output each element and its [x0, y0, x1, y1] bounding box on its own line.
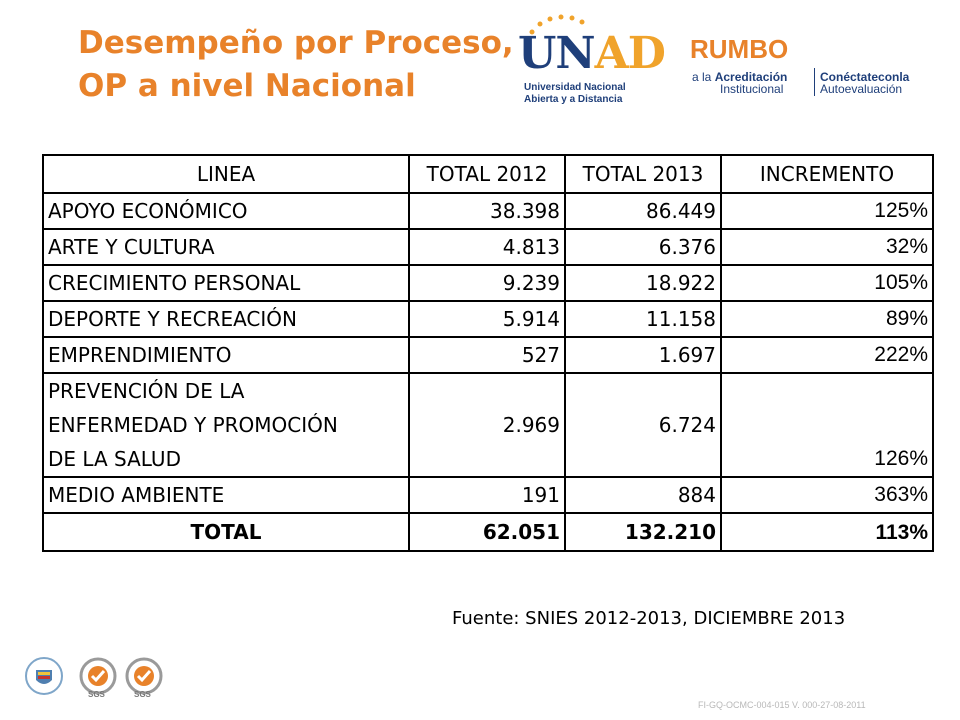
- sgs-label-2: SGS: [134, 690, 151, 699]
- cell-total-2012: 527: [408, 336, 566, 374]
- cell-total-2013: 884: [564, 476, 722, 514]
- cell-total-2013: 6.724: [564, 372, 722, 478]
- rumbo-logo: RUMBO a la Acreditación Institucional Co…: [690, 30, 930, 100]
- cell-incremento: 125%: [720, 192, 934, 230]
- rumbo-separator: [814, 68, 815, 96]
- cell-linea-line-3: DE LA SALUD: [48, 447, 181, 471]
- header-linea: LINEA: [42, 154, 410, 194]
- rumbo-wordmark: RUMBO: [690, 34, 789, 64]
- cell-incremento: 89%: [720, 300, 934, 338]
- table-row: PREVENCIÓN DE LA ENFERMEDAD Y PROMOCIÓN …: [42, 372, 934, 478]
- unad-wordmark: UNAD: [518, 28, 666, 79]
- document-code: FI-GQ-OCMC-004-015 V. 000-27-08-2011: [698, 700, 866, 710]
- cell-linea: MEDIO AMBIENTE: [42, 476, 410, 514]
- data-table: LINEA TOTAL 2012 TOTAL 2013 INCREMENTO A…: [42, 154, 934, 552]
- cell-linea: EMPRENDIMIENTO: [42, 336, 410, 374]
- source-note: Fuente: SNIES 2012-2013, DICIEMBRE 2013: [452, 608, 846, 629]
- total-2012: 62.051: [408, 512, 566, 552]
- header-total-2012: TOTAL 2012: [408, 154, 566, 194]
- cell-total-2012: 5.914: [408, 300, 566, 338]
- table-row: APOYO ECONÓMICO 38.398 86.449 125%: [42, 192, 934, 230]
- cell-total-2013: 18.922: [564, 264, 722, 302]
- cell-total-2013: 86.449: [564, 192, 722, 230]
- rumbo-right-line-1: Conéctateconla: [820, 70, 910, 84]
- cell-linea: ARTE Y CULTURA: [42, 228, 410, 266]
- sgs-label-1: SGS: [88, 690, 105, 699]
- cell-linea: PREVENCIÓN DE LA ENFERMEDAD Y PROMOCIÓN …: [42, 372, 410, 478]
- table-row: MEDIO AMBIENTE 191 884 363%: [42, 476, 934, 514]
- cell-total-2012: 191: [408, 476, 566, 514]
- cell-total-2012: 4.813: [408, 228, 566, 266]
- cell-linea-line-1: PREVENCIÓN DE LA: [48, 379, 245, 403]
- title-line-1: Desempeño por Proceso,: [78, 25, 514, 61]
- unad-logo: UNAD Universidad Nacional Abierta y a Di…: [508, 10, 666, 110]
- cell-linea-line-2: ENFERMEDAD Y PROMOCIÓN: [48, 413, 338, 437]
- table-row: ARTE Y CULTURA 4.813 6.376 32%: [42, 228, 934, 266]
- cell-incremento: 222%: [720, 336, 934, 374]
- cell-total-2012: 9.239: [408, 264, 566, 302]
- rumbo-line-2: Institucional: [720, 82, 784, 96]
- unad-dots-icon: [529, 14, 585, 35]
- sgs-cert-icon: [125, 657, 163, 695]
- total-label: TOTAL: [42, 512, 410, 552]
- page-title: Desempeño por Proceso, OP a nivel Nacion…: [78, 22, 514, 108]
- unad-subtitle: Universidad Nacional Abierta y a Distanc…: [524, 82, 626, 105]
- cell-total-2013: 1.697: [564, 336, 722, 374]
- rumbo-right-line-2: Autoevaluación: [820, 82, 903, 96]
- cell-incremento: 105%: [720, 264, 934, 302]
- cell-total-2013: 11.158: [564, 300, 722, 338]
- title-line-2: OP a nivel Nacional: [78, 68, 416, 104]
- cell-total-2012: 38.398: [408, 192, 566, 230]
- cell-linea: CRECIMIENTO PERSONAL: [42, 264, 410, 302]
- cell-incremento: 126%: [720, 372, 934, 478]
- header-total-2013: TOTAL 2013: [564, 154, 722, 194]
- table-total-row: TOTAL 62.051 132.210 113%: [42, 512, 934, 552]
- cell-total-2013: 6.376: [564, 228, 722, 266]
- table-header-row: LINEA TOTAL 2012 TOTAL 2013 INCREMENTO: [42, 154, 934, 194]
- rumbo-line-1: a la Acreditación: [692, 70, 788, 84]
- cell-linea: DEPORTE Y RECREACIÓN: [42, 300, 410, 338]
- table-row: EMPRENDIMIENTO 527 1.697 222%: [42, 336, 934, 374]
- table-row: CRECIMIENTO PERSONAL 9.239 18.922 105%: [42, 264, 934, 302]
- total-2013: 132.210: [564, 512, 722, 552]
- cell-incremento: 32%: [720, 228, 934, 266]
- header-incremento: INCREMENTO: [720, 154, 934, 194]
- cell-total-2012: 2.969: [408, 372, 566, 478]
- cell-incremento: 363%: [720, 476, 934, 514]
- cell-linea: APOYO ECONÓMICO: [42, 192, 410, 230]
- total-incremento: 113%: [720, 512, 934, 552]
- table-row: DEPORTE Y RECREACIÓN 5.914 11.158 89%: [42, 300, 934, 338]
- sgs-cert-icon: [79, 657, 117, 695]
- colombia-shield-icon: [25, 657, 63, 695]
